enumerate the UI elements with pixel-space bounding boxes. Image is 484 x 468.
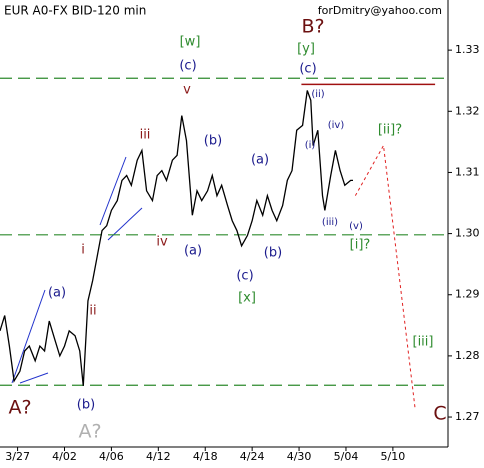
price-line: [0, 90, 354, 386]
x-tick-label: 4/12: [146, 450, 171, 463]
wave-label: [ii]?: [378, 123, 402, 138]
wave-label: i: [81, 243, 85, 258]
x-tick-label: 5/10: [381, 450, 406, 463]
wave-label: (b): [264, 246, 282, 261]
x-tick-label: 4/02: [52, 450, 77, 463]
chart-subtitle: forDmitry@yahoo.com: [318, 4, 442, 17]
wave-label: [iii]: [413, 335, 434, 350]
wave-label: B?: [301, 16, 324, 38]
wave-label: [i]?: [350, 238, 371, 253]
wave-label: (c): [299, 62, 316, 77]
wave-label: (iv): [328, 120, 345, 131]
trend-line: [19, 372, 49, 384]
y-tick-label: 1.31: [455, 165, 480, 178]
y-tick-label: 1.29: [455, 288, 480, 301]
wave-label: A?: [78, 421, 101, 443]
wave-label: A?: [8, 397, 31, 419]
x-tick-label: 3/27: [5, 450, 30, 463]
x-tick-label: 4/18: [193, 450, 218, 463]
wave-label: ii: [89, 304, 96, 319]
x-tick-label: 4/06: [99, 450, 124, 463]
wave-label: C: [433, 403, 446, 425]
wave-label: (a): [48, 286, 66, 301]
wave-label: (iii): [322, 217, 338, 228]
forecast-line: [354, 143, 416, 410]
wave-label: (ii): [311, 89, 324, 100]
wave-label: [y]: [297, 42, 315, 57]
y-tick-label: 1.27: [455, 410, 480, 423]
chart-title: EUR A0-FX BID-120 min: [4, 4, 146, 18]
wave-label: (a): [251, 153, 269, 168]
wave-label: (c): [179, 59, 196, 74]
y-tick-label: 1.33: [455, 43, 480, 56]
wave-label: (b): [204, 134, 222, 149]
wave-label: [x]: [238, 291, 256, 306]
trend-line: [11, 289, 46, 384]
wave-label: (c): [236, 269, 253, 284]
x-tick-label: 4/24: [240, 450, 265, 463]
wave-label: v: [183, 83, 191, 98]
x-tick-label: 5/04: [334, 450, 359, 463]
y-tick-label: 1.30: [455, 227, 480, 240]
wave-label: iii: [140, 128, 151, 143]
wave-label: [w]: [180, 35, 201, 50]
wave-label: (v): [349, 221, 363, 232]
wave-label: (a): [184, 244, 202, 259]
y-tick-label: 1.32: [455, 104, 480, 117]
trend-line: [99, 156, 127, 226]
y-tick-label: 1.28: [455, 349, 480, 362]
wave-label: (b): [77, 398, 95, 413]
wave-label: iv: [156, 235, 168, 250]
wave-label: (i): [305, 140, 316, 151]
x-tick-label: 4/30: [287, 450, 312, 463]
